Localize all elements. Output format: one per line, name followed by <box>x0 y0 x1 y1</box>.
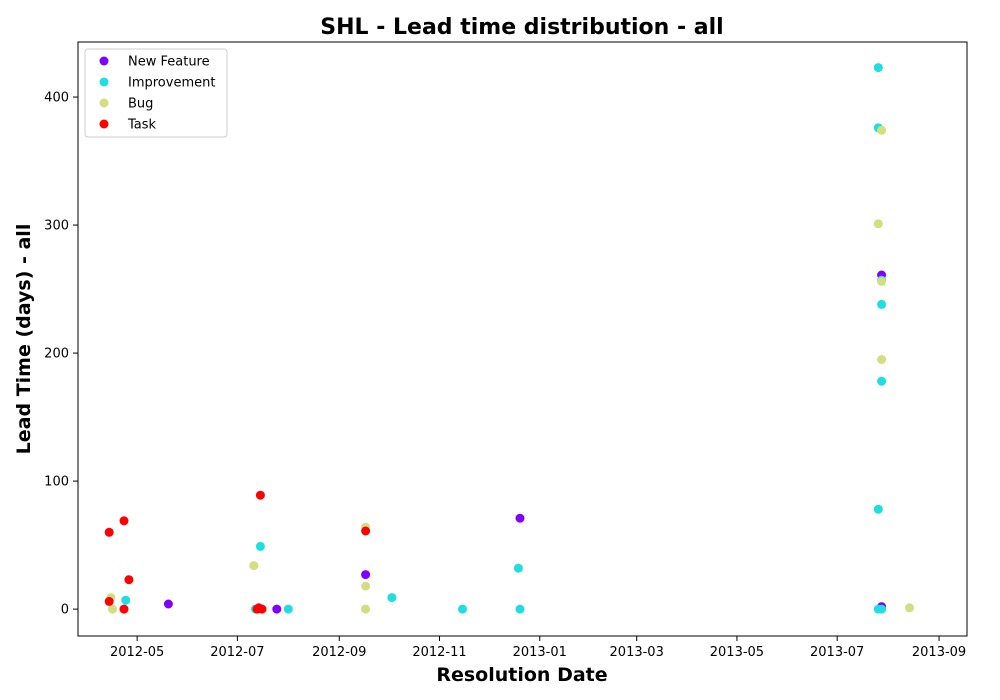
x-tick-label: 2013-05 <box>710 645 764 660</box>
data-point <box>877 604 887 614</box>
data-point <box>283 604 293 614</box>
data-point <box>257 604 267 614</box>
data-point <box>873 63 883 73</box>
data-point <box>361 526 371 536</box>
data-point <box>255 490 265 500</box>
data-point <box>361 570 371 580</box>
y-axis: 0 100 200 300 400 <box>44 91 78 618</box>
data-point <box>515 513 525 523</box>
x-tick-label: 2012-05 <box>110 645 164 660</box>
data-point <box>905 603 914 613</box>
data-point <box>104 596 114 606</box>
x-tick-label: 2013-07 <box>810 645 864 660</box>
x-axis: 2012-05 2012-07 2012-09 2012-11 2013-01 2013-… <box>110 636 966 660</box>
x-tick-label: 2012-07 <box>210 645 264 660</box>
data-point <box>877 299 887 309</box>
legend: New Feature Improvement Bug Task <box>84 48 228 138</box>
x-tick-label: 2013-09 <box>912 645 966 660</box>
plot-frame <box>77 41 968 637</box>
data-point <box>513 563 523 573</box>
legend-label: Task <box>127 118 157 133</box>
data-point <box>877 276 887 286</box>
data-point <box>255 541 265 551</box>
data-point <box>272 604 282 614</box>
data-point <box>877 355 887 364</box>
data-point <box>121 595 131 605</box>
data-point <box>877 125 887 135</box>
y-axis-label: Lead Time (days) - all <box>13 224 35 455</box>
plot-area <box>104 63 914 614</box>
legend-marker <box>99 98 109 108</box>
x-tick-label: 2012-11 <box>412 645 466 660</box>
data-point <box>361 581 371 591</box>
data-point <box>124 575 134 585</box>
data-point <box>873 504 883 514</box>
x-tick-label: 2013-03 <box>610 645 664 660</box>
data-point <box>361 604 371 614</box>
data-point <box>249 561 259 571</box>
legend-label: New Feature <box>128 55 210 70</box>
legend-label: Improvement <box>128 76 215 91</box>
y-tick-label: 300 <box>44 219 69 234</box>
y-tick-label: 0 <box>61 603 69 618</box>
data-point <box>877 376 887 386</box>
y-tick-label: 200 <box>44 347 69 362</box>
data-point <box>515 604 525 614</box>
x-tick-label: 2013-01 <box>513 645 567 660</box>
y-tick-label: 400 <box>44 91 69 106</box>
y-tick-label: 100 <box>44 475 69 490</box>
legend-marker <box>99 119 109 129</box>
legend-label: Bug <box>128 97 153 112</box>
data-point <box>119 604 129 614</box>
data-point <box>108 604 117 614</box>
legend-box <box>84 48 228 138</box>
data-point <box>458 604 467 614</box>
chart-title: SHL - Lead time distribution - all <box>320 15 723 40</box>
legend-marker <box>99 77 109 87</box>
x-tick-label: 2012-09 <box>312 645 366 660</box>
data-point <box>387 593 397 603</box>
legend-marker <box>99 56 109 66</box>
data-point <box>119 516 129 526</box>
data-point <box>104 527 114 537</box>
data-point <box>163 599 173 609</box>
data-point <box>873 219 883 229</box>
x-axis-label: Resolution Date <box>436 664 607 686</box>
